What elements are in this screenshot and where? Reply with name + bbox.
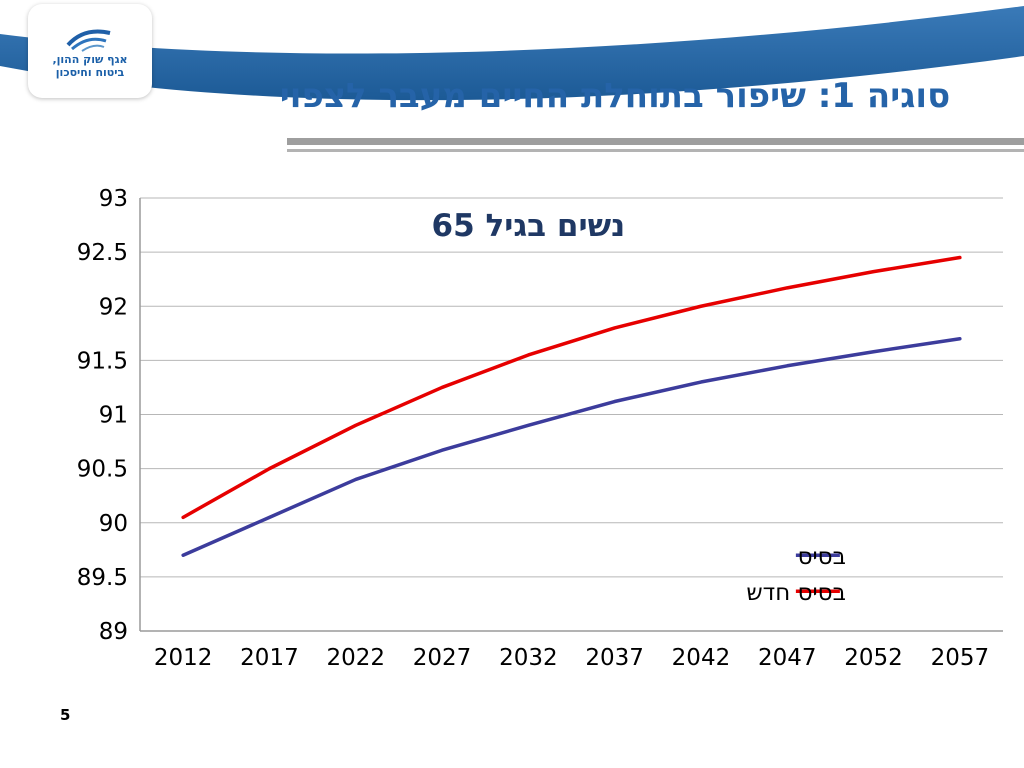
y-tick-label: 92.5 (77, 240, 128, 266)
logo-wave-icon (66, 29, 111, 52)
y-tick-label: 90 (99, 511, 128, 537)
series-line-0 (181, 336, 962, 557)
legend-label-0: בסיס (798, 544, 846, 570)
x-tick-label: 2047 (758, 645, 817, 671)
logo-text-line2: ביטוח וחיסכון (55, 66, 125, 79)
slide-title: סוגיה 1: שיפור בתוחלת החיים מעבר לצפוי (279, 76, 951, 116)
logo: אגף שוק ההון, ביטוח וחיסכון (28, 4, 152, 98)
x-tick-label: 2032 (499, 645, 558, 671)
page-number: 5 (60, 706, 71, 724)
x-tick-label: 2037 (585, 645, 644, 671)
y-tick-label: 89.5 (77, 565, 128, 591)
series-line-1 (181, 255, 962, 520)
y-tick-label: 89 (99, 619, 128, 645)
chart-title: נשים בגיל 65 (432, 208, 626, 244)
logo-text-line1: אגף שוק ההון, (52, 53, 128, 66)
x-tick-label: 2042 (672, 645, 731, 671)
title-divider (287, 138, 1024, 154)
x-tick-label: 2052 (844, 645, 903, 671)
y-tick-label: 93 (99, 186, 128, 212)
legend-label-1: בסיס חדש (746, 580, 845, 606)
x-tick-label: 2057 (931, 645, 990, 671)
x-tick-label: 2017 (240, 645, 299, 671)
chart-canvas: 89 89.5 90 90.5 91 91.5 92 92.5 93 2012 2017 2022 20… (77, 186, 1003, 671)
y-tick-label: 90.5 (77, 457, 128, 483)
x-tick-label: 2022 (326, 645, 385, 671)
divider-bar-thick (287, 138, 1024, 145)
x-tick-label: 2012 (154, 645, 213, 671)
life-expectancy-chart: 89 89.5 90 90.5 91 91.5 92 92.5 93 2012 2017 2022 20… (60, 186, 1015, 681)
divider-bar-thin (287, 149, 1024, 152)
y-tick-label: 91.5 (77, 348, 128, 374)
y-tick-label: 91 (99, 403, 128, 429)
x-tick-label: 2027 (413, 645, 472, 671)
y-tick-label: 92 (99, 294, 128, 320)
